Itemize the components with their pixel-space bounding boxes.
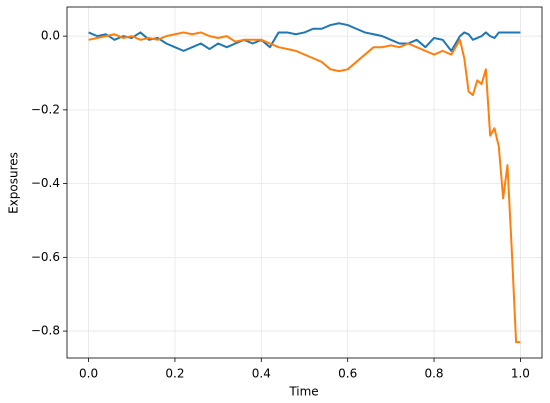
plot-frame xyxy=(66,6,543,359)
x-tick-label: 0.8 xyxy=(424,367,443,381)
x-tick-label: 0.0 xyxy=(79,367,98,381)
x-tick-label: 1.0 xyxy=(511,367,530,381)
y-tick-label: −0.4 xyxy=(31,176,60,190)
x-axis-label: Time xyxy=(288,385,318,399)
y-tick-label: −0.2 xyxy=(31,102,60,116)
y-tick-label: −0.8 xyxy=(31,324,60,338)
series-line xyxy=(88,22,521,52)
series-line xyxy=(88,31,521,344)
y-tick-label: −0.6 xyxy=(31,250,60,264)
y-tick-label: 0.0 xyxy=(41,29,60,43)
x-tick-label: 0.6 xyxy=(338,367,357,381)
x-tick-label: 0.2 xyxy=(165,367,184,381)
x-tick-label: 0.4 xyxy=(252,367,271,381)
y-axis-label: Exposures xyxy=(7,152,21,214)
